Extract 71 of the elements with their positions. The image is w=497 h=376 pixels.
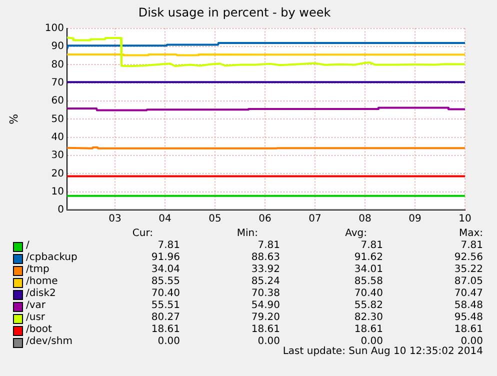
text: 54.90 xyxy=(251,300,280,312)
text: 82.30 xyxy=(354,312,383,324)
text: 70.40 xyxy=(354,288,383,300)
y-tick-label: 0 xyxy=(58,204,64,216)
text: 7.81 xyxy=(158,240,180,252)
y-tick-label: 20 xyxy=(51,168,64,180)
x-tick-label: 09 xyxy=(408,214,422,225)
legend-label: /boot xyxy=(26,324,52,336)
text: 70.47 xyxy=(454,288,483,300)
legend-label: /var xyxy=(26,300,46,312)
text: 34.04 xyxy=(151,264,180,276)
text: 33.92 xyxy=(251,264,280,276)
text: 0.00 xyxy=(258,336,280,348)
legend-label: /home xyxy=(26,276,58,288)
y-tick-label: 80 xyxy=(51,59,64,70)
x-tick-label: 10 xyxy=(458,214,472,225)
text: 35.22 xyxy=(454,264,483,276)
text: 18.61 xyxy=(151,324,180,336)
text: Min: xyxy=(236,228,258,240)
text: 18.61 xyxy=(251,324,280,336)
x-tick-label: 08 xyxy=(358,214,372,225)
text: Cur: xyxy=(132,228,153,240)
text: 18.61 xyxy=(354,324,383,336)
text: 91.62 xyxy=(354,252,383,264)
text: 85.55 xyxy=(151,276,180,288)
text: Avg: xyxy=(345,228,367,240)
text: 70.38 xyxy=(251,288,280,300)
text: Last update: Sun Aug 10 12:35:02 2014 xyxy=(282,346,483,358)
text: 7.81 xyxy=(360,240,383,252)
text: 55.82 xyxy=(354,300,383,312)
text: 55.51 xyxy=(151,300,180,312)
text: 58.48 xyxy=(454,300,483,312)
text: 92.56 xyxy=(454,252,483,264)
chart-title: Disk usage in percent - by week xyxy=(138,5,331,20)
y-tick-label: 70 xyxy=(51,77,64,88)
text: 0.00 xyxy=(460,336,483,347)
text: 7.81 xyxy=(460,240,483,252)
y-tick-label: 30 xyxy=(51,150,64,162)
text: 18.61 xyxy=(454,324,483,336)
y-axis-title: % xyxy=(7,114,20,124)
text: 95.48 xyxy=(454,312,483,324)
legend-label: /disk2 xyxy=(26,288,56,300)
legend-label: /usr xyxy=(26,312,46,324)
y-tick-label: 40 xyxy=(51,132,64,143)
text: 0.00 xyxy=(360,336,383,347)
text: 85.58 xyxy=(354,276,383,288)
text: 0.00 xyxy=(158,336,180,348)
y-tick-label: 100 xyxy=(44,22,64,34)
y-tick-label: 50 xyxy=(51,114,64,125)
text: 91.96 xyxy=(151,252,180,264)
text: Max: xyxy=(458,228,483,240)
text: 79.20 xyxy=(251,312,280,324)
x-tick-label: 04 xyxy=(158,214,172,225)
x-tick-label: 05 xyxy=(208,214,222,225)
text: 80.27 xyxy=(151,312,180,324)
x-tick-label: 06 xyxy=(258,214,272,225)
text: 87.05 xyxy=(454,276,483,288)
legend-label: /tmp xyxy=(26,264,50,276)
legend-label: /cpbackup xyxy=(26,252,78,264)
legend-label: / xyxy=(26,240,30,252)
text: 70.40 xyxy=(151,288,180,300)
text: 34.01 xyxy=(354,264,383,276)
x-tick-label: 03 xyxy=(108,214,122,225)
y-tick-label: 90 xyxy=(51,41,64,52)
legend-label: /dev/shm xyxy=(26,336,72,348)
x-tick-label: 07 xyxy=(308,214,322,225)
y-tick-label: 10 xyxy=(51,186,64,198)
text: 85.24 xyxy=(251,276,280,288)
text: 7.81 xyxy=(258,240,280,252)
text: 88.63 xyxy=(251,252,280,264)
y-tick-label: 60 xyxy=(51,96,64,107)
